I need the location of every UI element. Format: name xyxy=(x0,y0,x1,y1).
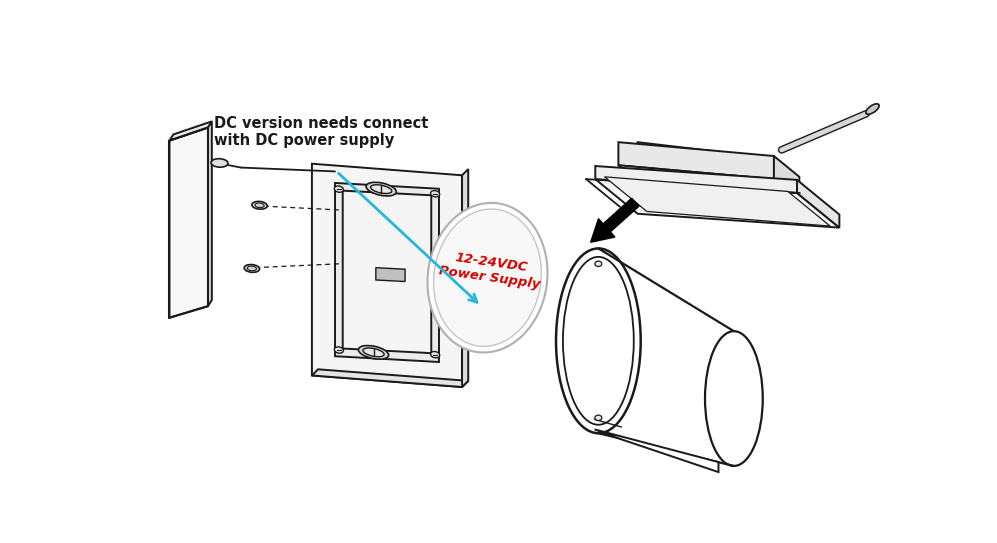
Polygon shape xyxy=(343,191,432,353)
Polygon shape xyxy=(618,142,774,179)
Ellipse shape xyxy=(244,264,259,273)
Polygon shape xyxy=(595,179,839,228)
Polygon shape xyxy=(169,128,208,318)
Polygon shape xyxy=(774,156,800,200)
Ellipse shape xyxy=(428,203,547,352)
Ellipse shape xyxy=(366,182,397,196)
Ellipse shape xyxy=(255,203,264,207)
Polygon shape xyxy=(312,164,462,387)
Polygon shape xyxy=(755,156,772,172)
Ellipse shape xyxy=(434,209,541,346)
Ellipse shape xyxy=(595,415,602,420)
Ellipse shape xyxy=(431,191,440,197)
Ellipse shape xyxy=(595,261,602,267)
Ellipse shape xyxy=(247,266,256,271)
Polygon shape xyxy=(335,183,439,362)
Ellipse shape xyxy=(705,331,763,466)
Ellipse shape xyxy=(563,257,634,425)
Polygon shape xyxy=(638,142,755,159)
Text: 12-24VDC
Power Supply: 12-24VDC Power Supply xyxy=(438,249,543,291)
Polygon shape xyxy=(208,122,211,306)
Ellipse shape xyxy=(334,347,343,353)
FancyArrow shape xyxy=(590,198,639,242)
Polygon shape xyxy=(169,122,211,141)
Ellipse shape xyxy=(358,345,389,359)
Ellipse shape xyxy=(334,186,343,192)
Polygon shape xyxy=(618,165,800,200)
Polygon shape xyxy=(376,268,405,281)
Polygon shape xyxy=(594,430,719,472)
Polygon shape xyxy=(598,248,734,466)
Polygon shape xyxy=(797,180,839,228)
Polygon shape xyxy=(312,369,469,387)
Ellipse shape xyxy=(371,185,392,193)
Polygon shape xyxy=(595,166,797,193)
Ellipse shape xyxy=(865,104,879,114)
Polygon shape xyxy=(462,169,469,387)
Ellipse shape xyxy=(363,348,384,357)
Ellipse shape xyxy=(252,201,267,209)
Ellipse shape xyxy=(211,159,228,167)
Ellipse shape xyxy=(431,351,440,358)
Polygon shape xyxy=(604,177,831,226)
Text: DC version needs connect
with DC power supply: DC version needs connect with DC power s… xyxy=(214,116,429,148)
